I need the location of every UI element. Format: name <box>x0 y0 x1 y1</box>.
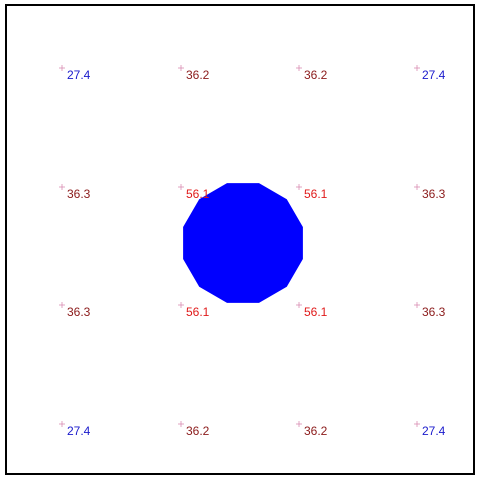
value-label: 36.2 <box>304 68 328 82</box>
grid-point-2-3: 36.3 <box>414 302 446 319</box>
grid-point-1-1: 56.1 <box>178 184 210 201</box>
grid-point-3-0: 27.4 <box>59 421 91 438</box>
grid-point-1-2: 56.1 <box>296 184 328 201</box>
grid-point-1-0: 36.3 <box>59 184 91 201</box>
center-polygon <box>183 183 303 303</box>
value-label: 36.2 <box>304 424 328 438</box>
value-label: 36.3 <box>422 187 446 201</box>
value-label: 36.2 <box>186 68 210 82</box>
grid-point-3-1: 36.2 <box>178 421 210 438</box>
grid-point-2-0: 36.3 <box>59 302 91 319</box>
grid-point-0-1: 36.2 <box>178 65 210 82</box>
value-label: 36.3 <box>422 305 446 319</box>
value-label: 36.3 <box>67 187 91 201</box>
diagram-canvas: 27.4 36.2 36.2 27.4 36.3 56.1 56.1 36.3 36.3 56.1… <box>59 65 446 438</box>
grid-point-0-0: 27.4 <box>59 65 91 82</box>
grid-point-3-3: 27.4 <box>414 421 446 438</box>
grid-point-2-2: 56.1 <box>296 302 328 319</box>
value-label: 36.3 <box>67 305 91 319</box>
value-label: 27.4 <box>422 424 446 438</box>
value-label: 56.1 <box>186 187 210 201</box>
value-label: 56.1 <box>304 305 328 319</box>
value-label: 27.4 <box>67 424 91 438</box>
diagram-frame: 27.4 36.2 36.2 27.4 36.3 56.1 56.1 36.3 36.3 56.1… <box>5 4 475 475</box>
value-label: 56.1 <box>304 187 328 201</box>
value-label: 27.4 <box>67 68 91 82</box>
value-label: 56.1 <box>186 305 210 319</box>
value-label: 27.4 <box>422 68 446 82</box>
grid-point-0-3: 27.4 <box>414 65 446 82</box>
value-label: 36.2 <box>186 424 210 438</box>
grid-point-3-2: 36.2 <box>296 421 328 438</box>
grid-point-1-3: 36.3 <box>414 184 446 201</box>
grid-point-2-1: 56.1 <box>178 302 210 319</box>
grid-point-0-2: 36.2 <box>296 65 328 82</box>
